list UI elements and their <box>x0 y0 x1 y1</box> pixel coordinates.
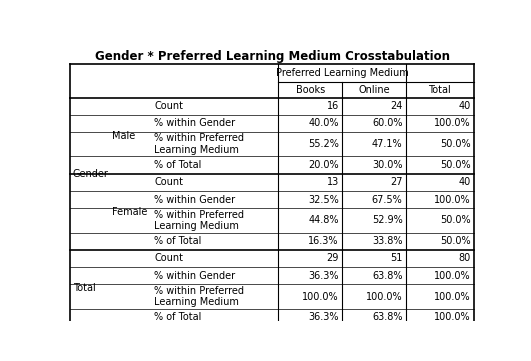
Text: 40: 40 <box>458 101 470 111</box>
Text: 100.0%: 100.0% <box>366 292 402 301</box>
Text: 29: 29 <box>327 253 339 264</box>
Text: 60.0%: 60.0% <box>372 118 402 129</box>
Text: % within Preferred
Learning Medium: % within Preferred Learning Medium <box>154 286 244 307</box>
Text: 100.0%: 100.0% <box>434 118 470 129</box>
Text: Count: Count <box>154 101 183 111</box>
Text: Gender * Preferred Learning Medium Crosstabulation: Gender * Preferred Learning Medium Cross… <box>95 50 450 63</box>
Text: Count: Count <box>154 177 183 187</box>
Text: 36.3%: 36.3% <box>309 271 339 281</box>
Text: 51: 51 <box>390 253 402 264</box>
Text: 63.8%: 63.8% <box>372 312 402 322</box>
Text: 44.8%: 44.8% <box>309 216 339 225</box>
Text: 100.0%: 100.0% <box>434 312 470 322</box>
Text: % within Preferred
Learning Medium: % within Preferred Learning Medium <box>154 134 244 155</box>
Text: 100.0%: 100.0% <box>434 271 470 281</box>
Text: 100.0%: 100.0% <box>302 292 339 301</box>
Text: 16: 16 <box>327 101 339 111</box>
Text: 67.5%: 67.5% <box>372 195 402 205</box>
Text: 100.0%: 100.0% <box>434 195 470 205</box>
Text: % of Total: % of Total <box>154 236 201 246</box>
Text: 30.0%: 30.0% <box>372 160 402 170</box>
Text: Gender: Gender <box>73 169 108 179</box>
Text: 24: 24 <box>390 101 402 111</box>
Text: % within Gender: % within Gender <box>154 118 235 129</box>
Text: 55.2%: 55.2% <box>308 139 339 149</box>
Text: Count: Count <box>154 253 183 264</box>
Text: 32.5%: 32.5% <box>308 195 339 205</box>
Text: 40: 40 <box>458 177 470 187</box>
Text: 50.0%: 50.0% <box>440 216 470 225</box>
Text: Female: Female <box>112 207 147 217</box>
Text: % of Total: % of Total <box>154 312 201 322</box>
Text: 40.0%: 40.0% <box>309 118 339 129</box>
Text: % of Total: % of Total <box>154 160 201 170</box>
Text: 13: 13 <box>327 177 339 187</box>
Text: 80: 80 <box>458 253 470 264</box>
Text: 36.3%: 36.3% <box>309 312 339 322</box>
Text: Male: Male <box>112 131 135 140</box>
Text: 20.0%: 20.0% <box>308 160 339 170</box>
Text: 63.8%: 63.8% <box>372 271 402 281</box>
Text: 33.8%: 33.8% <box>372 236 402 246</box>
Text: Preferred Learning Medium: Preferred Learning Medium <box>276 68 408 78</box>
Text: 50.0%: 50.0% <box>440 160 470 170</box>
Text: 16.3%: 16.3% <box>309 236 339 246</box>
Text: 47.1%: 47.1% <box>372 139 402 149</box>
Text: 27: 27 <box>390 177 402 187</box>
Text: Online: Online <box>358 85 390 95</box>
Text: % within Preferred
Learning Medium: % within Preferred Learning Medium <box>154 210 244 231</box>
Text: 52.9%: 52.9% <box>372 216 402 225</box>
Text: 100.0%: 100.0% <box>434 292 470 301</box>
Text: 50.0%: 50.0% <box>440 236 470 246</box>
Text: Books: Books <box>296 85 325 95</box>
Text: Total: Total <box>73 283 95 293</box>
Text: % within Gender: % within Gender <box>154 195 235 205</box>
Text: 50.0%: 50.0% <box>440 139 470 149</box>
Text: Total: Total <box>429 85 451 95</box>
Text: % within Gender: % within Gender <box>154 271 235 281</box>
